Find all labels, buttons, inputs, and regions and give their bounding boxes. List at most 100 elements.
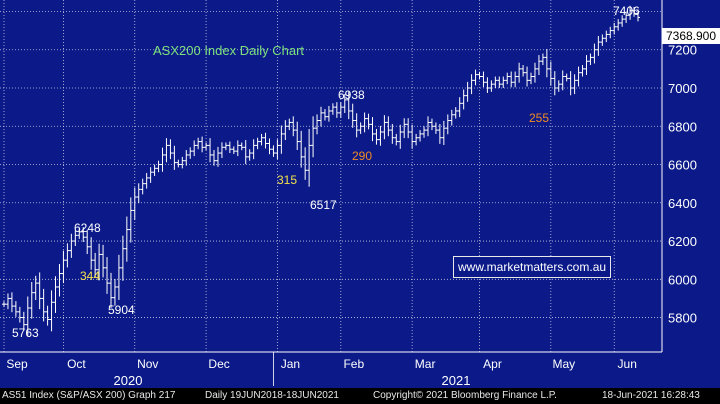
price-bar bbox=[358, 122, 363, 134]
price-bar bbox=[334, 102, 339, 118]
price-bar bbox=[25, 296, 30, 337]
x-tick-label: Feb bbox=[343, 357, 364, 371]
price-bar bbox=[588, 53, 593, 66]
price-bar bbox=[200, 136, 205, 153]
price-bar bbox=[172, 145, 177, 170]
price-bar bbox=[275, 139, 280, 160]
price-bar bbox=[509, 71, 514, 88]
price-bar bbox=[81, 227, 86, 242]
price-bar bbox=[422, 126, 427, 138]
x-axis: Sep Oct Nov Dec Jan Feb Mar Apr May Jun 2020 2021 bbox=[0, 0, 663, 388]
price-bar bbox=[540, 53, 545, 66]
price-bar bbox=[311, 116, 316, 158]
x-tick-label: Apr bbox=[483, 357, 502, 371]
price-bar bbox=[9, 292, 14, 313]
price-bar bbox=[215, 146, 220, 167]
y-tick-label: 6400 bbox=[668, 196, 697, 211]
footer-timestamp: 18-Jun-2021 16:28:43 bbox=[602, 390, 700, 401]
price-bar bbox=[77, 228, 82, 239]
price-bar bbox=[108, 272, 113, 308]
price-bar bbox=[57, 264, 62, 297]
price-bar bbox=[580, 65, 585, 77]
price-bar bbox=[319, 106, 323, 127]
price-bar bbox=[188, 147, 193, 159]
price-bar bbox=[227, 141, 232, 154]
y-tick-label: 6000 bbox=[668, 272, 697, 287]
price-bar bbox=[632, 6, 637, 17]
price-bar bbox=[604, 30, 609, 43]
price-bar bbox=[120, 235, 125, 281]
price-bar bbox=[410, 124, 415, 149]
price-bar bbox=[453, 107, 458, 119]
x-tick-label: Oct bbox=[67, 357, 86, 371]
price-bar bbox=[267, 138, 272, 155]
price-bar bbox=[239, 142, 244, 151]
price-bar bbox=[13, 301, 18, 317]
price-bar bbox=[616, 19, 621, 31]
price-bar bbox=[322, 109, 327, 121]
price-bar bbox=[223, 142, 228, 151]
x-tick-label: May bbox=[552, 357, 575, 371]
price-bar bbox=[208, 138, 213, 163]
y-tick-label: 5800 bbox=[668, 311, 697, 326]
price-bar bbox=[402, 118, 407, 139]
price-bar bbox=[457, 97, 462, 118]
chart-title: ASX200 Index Daily Chart bbox=[153, 43, 304, 58]
price-bar bbox=[212, 149, 217, 166]
annotation-label: 290 bbox=[352, 149, 372, 163]
price-bar bbox=[437, 123, 442, 144]
price-bar bbox=[366, 113, 371, 130]
annotations: 5763 6248 344 5904 315 6517 6938 290 255 7406 bbox=[12, 4, 640, 340]
price-bar bbox=[184, 149, 189, 166]
price-bar bbox=[624, 11, 629, 23]
price-bar bbox=[53, 276, 58, 313]
price-bar bbox=[160, 147, 165, 172]
price-bar bbox=[315, 114, 320, 135]
price-bar bbox=[2, 301, 6, 308]
year-label: 2020 bbox=[114, 373, 143, 388]
price-bar bbox=[299, 130, 304, 168]
price-bar bbox=[560, 70, 565, 91]
price-bar bbox=[556, 80, 561, 92]
price-bar bbox=[164, 138, 169, 163]
price-bar bbox=[493, 76, 498, 88]
annotation-label: 6248 bbox=[74, 221, 101, 235]
price-bar bbox=[307, 128, 312, 187]
footer-copyright: Copyright© 2021 Bloomberg Finance L.P. bbox=[373, 390, 557, 401]
price-bar bbox=[552, 71, 557, 96]
price-bar bbox=[112, 278, 117, 306]
price-bar bbox=[350, 103, 355, 128]
x-tick-label: Nov bbox=[137, 357, 158, 371]
price-bar bbox=[180, 156, 185, 169]
price-bar bbox=[152, 164, 157, 176]
price-bar bbox=[501, 76, 506, 88]
footer-security: AS51 Index (S&P/ASX 200) Graph 217 bbox=[2, 390, 176, 401]
price-bar bbox=[101, 244, 106, 278]
last-price-label: 7368.900 bbox=[662, 28, 720, 44]
price-bar bbox=[251, 139, 256, 160]
price-bar bbox=[263, 132, 268, 149]
price-bar bbox=[128, 197, 133, 243]
price-bar bbox=[374, 128, 379, 145]
price-bar bbox=[596, 35, 601, 56]
price-bar bbox=[469, 74, 474, 95]
y-axis: 5800 6000 6200 6400 6600 6800 7000 7200 bbox=[668, 43, 697, 326]
asx200-chart: 5800 6000 6200 6400 6600 6800 7000 7200 Sep Oct N… bbox=[0, 0, 720, 388]
price-bar bbox=[592, 43, 597, 64]
price-bar bbox=[529, 72, 534, 85]
annotation-label: 315 bbox=[277, 173, 297, 187]
price-bar bbox=[45, 305, 50, 326]
price-bar bbox=[608, 26, 613, 39]
price-bar bbox=[73, 230, 78, 247]
price-bar bbox=[156, 160, 161, 173]
price-bar bbox=[564, 73, 569, 82]
price-bar bbox=[394, 133, 399, 146]
price-bar bbox=[196, 137, 201, 150]
price-bar bbox=[97, 243, 102, 281]
year-label: 2021 bbox=[442, 373, 471, 388]
price-bar bbox=[192, 140, 197, 157]
price-bar bbox=[477, 71, 482, 80]
price-bar bbox=[461, 89, 466, 110]
price-bar bbox=[287, 118, 292, 131]
price-bar bbox=[140, 178, 145, 195]
